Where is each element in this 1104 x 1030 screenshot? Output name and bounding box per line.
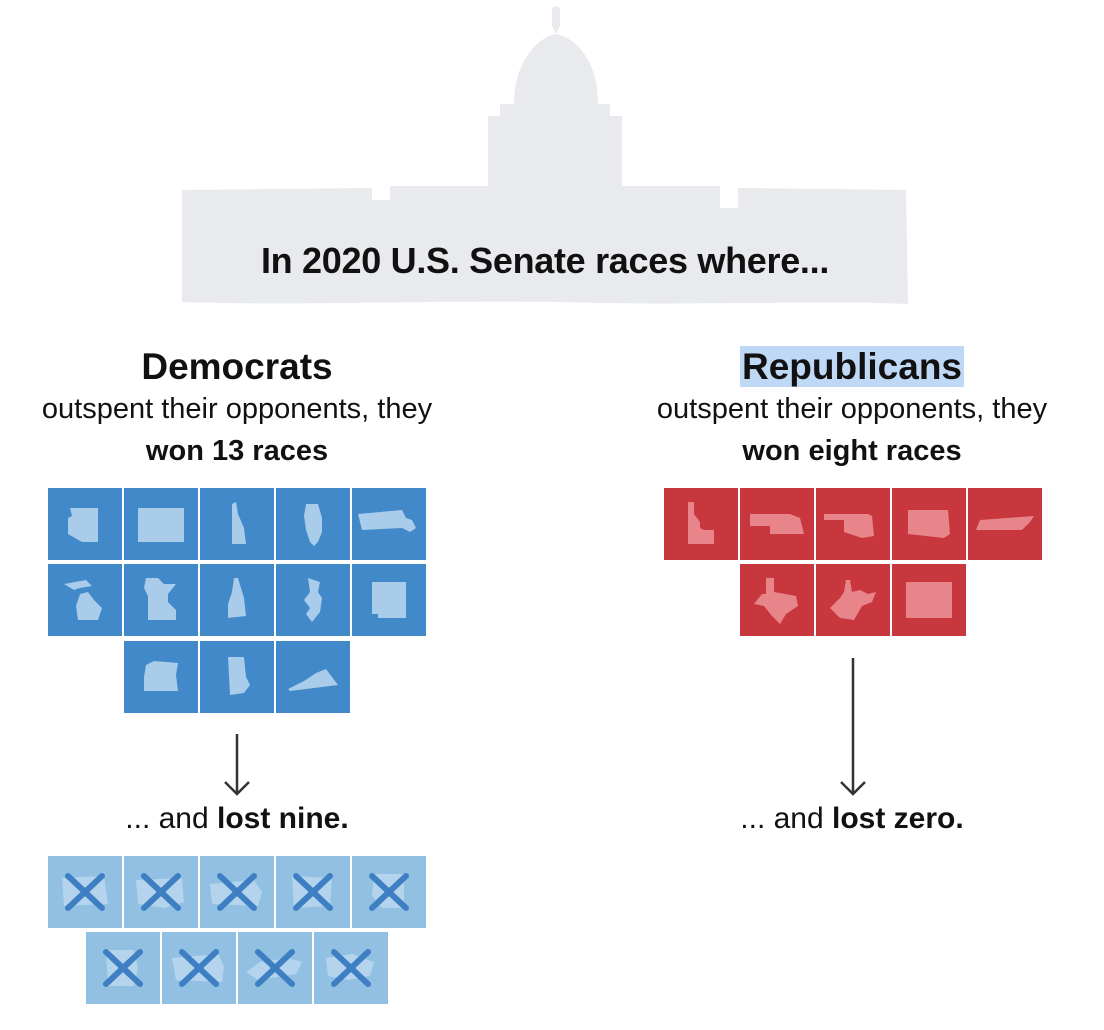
state-tile-nebraska xyxy=(740,488,814,560)
state-tile-wyoming xyxy=(892,564,966,636)
state-tile-new-jersey xyxy=(276,564,350,636)
state-tile-minnesota xyxy=(124,564,198,636)
lost-text-republicans: ... and lost zero. xyxy=(740,802,964,835)
party-name-republicans: Republicans xyxy=(740,346,964,387)
capitol-silhouette xyxy=(182,6,908,304)
democrats-header: Democrats outspent their opponents, they… xyxy=(0,345,474,473)
arrow-down-icon xyxy=(840,658,866,796)
state-tile-texas xyxy=(740,564,814,636)
state-tile-colorado xyxy=(124,488,198,560)
won-text-republicans: won eight races xyxy=(742,435,962,467)
lost-state-tile xyxy=(200,856,274,928)
lost-state-tile xyxy=(276,856,350,928)
description-democrats: outspent their opponents, they xyxy=(41,393,433,425)
lost-state-tile xyxy=(48,856,122,928)
lost-state-tile xyxy=(238,932,312,1004)
lost-state-tile xyxy=(162,932,236,1004)
arrow-down-icon xyxy=(224,734,250,796)
state-tile-delaware xyxy=(200,488,274,560)
state-tile-oregon xyxy=(124,641,198,713)
state-tile-michigan xyxy=(48,564,122,636)
state-tile-west-virginia xyxy=(816,564,890,636)
state-tile-idaho xyxy=(664,488,738,560)
lost-text-democrats: ... and lost nine. xyxy=(125,802,349,835)
description-republicans: outspent their opponents, they xyxy=(656,393,1048,425)
chart-title: In 2020 U.S. Senate races where... xyxy=(260,240,830,281)
state-tile-massachusetts xyxy=(352,488,426,560)
state-tile-arizona xyxy=(48,488,122,560)
state-tile-tennessee xyxy=(968,488,1042,560)
lost-state-tile xyxy=(124,856,198,928)
party-name-democrats: Democrats xyxy=(141,346,333,387)
state-tile-rhode-island xyxy=(200,641,274,713)
lost-state-tile xyxy=(86,932,160,1004)
state-tile-virginia xyxy=(276,641,350,713)
republicans-header: Republicans outspent their opponents, th… xyxy=(610,345,1094,473)
won-text-democrats: won 13 races xyxy=(145,435,329,467)
state-tile-new-hampshire xyxy=(200,564,274,636)
state-tile-new-mexico xyxy=(352,564,426,636)
state-tile-south-dakota xyxy=(892,488,966,560)
lost-state-tile xyxy=(314,932,388,1004)
lost-state-tile xyxy=(352,856,426,928)
state-tile-oklahoma xyxy=(816,488,890,560)
state-tile-illinois xyxy=(276,488,350,560)
